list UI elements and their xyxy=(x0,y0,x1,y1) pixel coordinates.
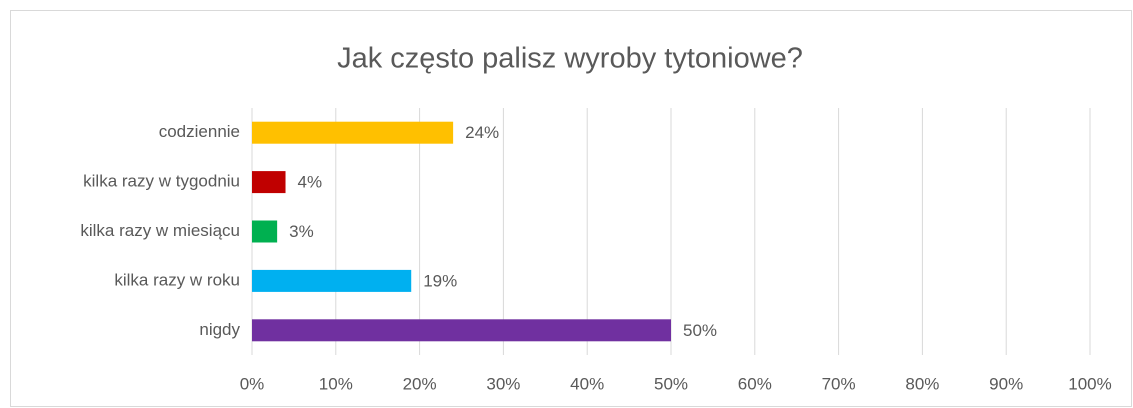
x-tick-label: 30% xyxy=(486,374,520,393)
data-label: 19% xyxy=(423,271,457,290)
bar xyxy=(252,220,278,243)
y-tick-label: kilka razy w miesiącu xyxy=(80,221,240,240)
y-tick-label: kilka razy w roku xyxy=(114,270,240,289)
data-label: 4% xyxy=(298,173,323,192)
x-tick-label: 20% xyxy=(403,374,437,393)
x-tick-label: 70% xyxy=(822,374,856,393)
data-label: 50% xyxy=(683,321,717,340)
bar xyxy=(252,171,286,194)
bar xyxy=(252,269,412,292)
y-tick-label: codziennie xyxy=(159,122,240,141)
y-tick-label: nigdy xyxy=(199,320,240,339)
x-tick-label: 50% xyxy=(654,374,688,393)
chart-title: Jak często palisz wyroby tytoniowe? xyxy=(337,43,803,75)
y-tick-label: kilka razy w tygodniu xyxy=(83,172,240,191)
x-tick-label: 80% xyxy=(905,374,939,393)
x-tick-label: 90% xyxy=(989,374,1023,393)
data-label: 24% xyxy=(465,123,499,142)
bar xyxy=(252,319,671,342)
x-tick-label: 60% xyxy=(738,374,772,393)
data-label: 3% xyxy=(289,222,314,241)
x-tick-label: 40% xyxy=(570,374,604,393)
bar xyxy=(252,121,454,144)
x-tick-label: 100% xyxy=(1068,374,1111,393)
x-tick-label: 0% xyxy=(240,374,265,393)
x-tick-label: 10% xyxy=(319,374,353,393)
